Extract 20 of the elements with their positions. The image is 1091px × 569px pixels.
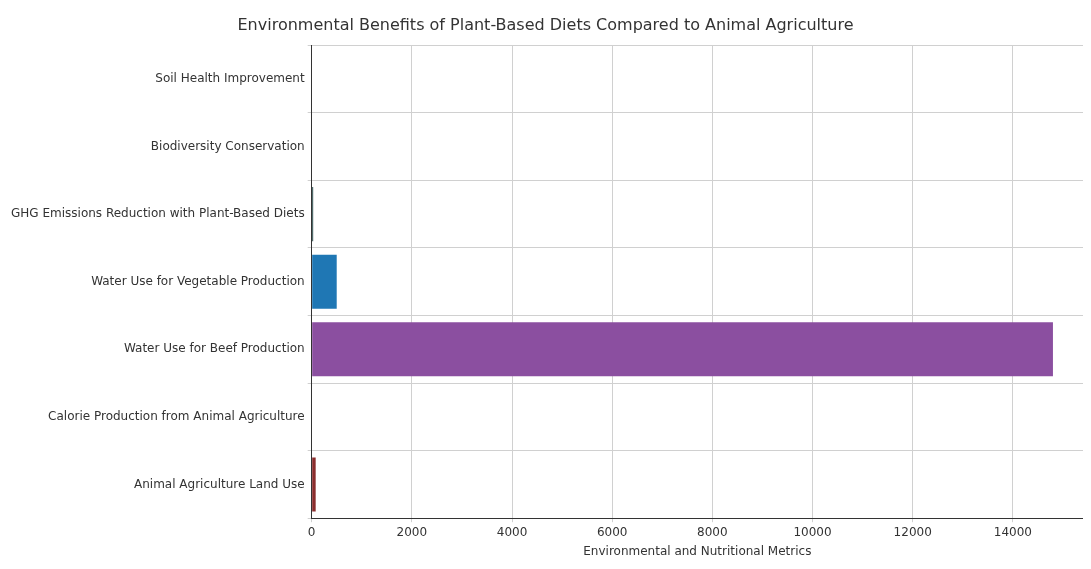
x-axis-title: Environmental and Nutritional Metrics — [583, 543, 812, 558]
x-tick-label: 2000 — [396, 524, 428, 539]
y-tick-label: Biodiversity Conservation — [150, 138, 305, 153]
chart-title: Environmental Benefits of Plant-Based Diets Compared to Animal Agriculture — [237, 14, 854, 34]
y-tick-label: Water Use for Beef Production — [123, 341, 305, 356]
x-tick-label: 10000 — [793, 524, 832, 539]
y-tick-label: GHG Emissions Reduction with Plant-Based Diets — [11, 206, 305, 221]
x-tick-label: 14000 — [993, 524, 1032, 539]
bar — [312, 254, 337, 309]
y-tick-label: Animal Agriculture Land Use — [134, 476, 305, 491]
y-tick-label: Soil Health Improvement — [155, 71, 305, 86]
y-tick-label: Calorie Production from Animal Agriculture — [48, 408, 305, 423]
x-tick-label: 12000 — [893, 524, 932, 539]
bar — [312, 457, 316, 512]
x-tick-label: 6000 — [596, 524, 628, 539]
x-tick-label: 4000 — [496, 524, 528, 539]
bar — [312, 322, 1053, 377]
x-tick-label: 8000 — [697, 524, 728, 539]
x-tick-label: 0 — [307, 524, 316, 539]
y-tick-label: Water Use for Vegetable Production — [91, 273, 305, 288]
